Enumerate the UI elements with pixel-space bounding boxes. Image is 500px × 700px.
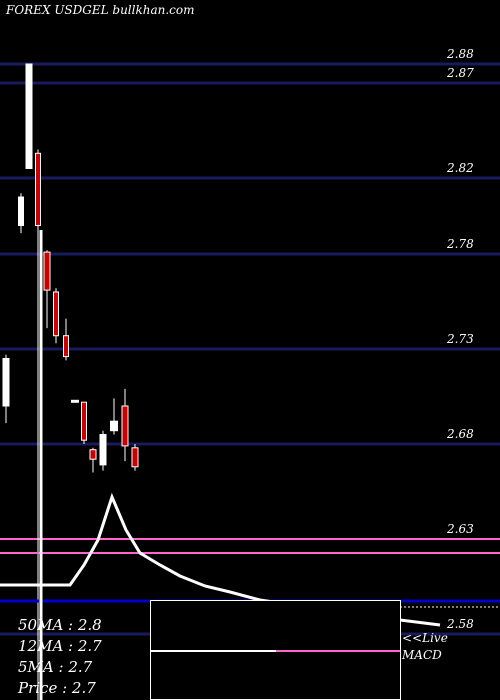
- candle-down: [81, 401, 87, 441]
- candle-up: [25, 63, 33, 169]
- ma5-value: 5MA : 2.7: [18, 658, 93, 676]
- price-value: Price : 2.7: [18, 679, 96, 697]
- y-tick-label-2.88: 2.88: [446, 47, 474, 61]
- candle-up: [110, 420, 118, 432]
- candlesticks: [2, 63, 139, 700]
- ma50-value: 50MA : 2.8: [18, 616, 102, 634]
- candle-up: [71, 399, 79, 403]
- y-tick-label-2.58: 2.58: [446, 617, 474, 631]
- macd-name-label: MACD: [402, 648, 442, 662]
- y-tick-label-2.82: 2.82: [446, 161, 474, 175]
- y-tick-label-2.87: 2.87: [446, 66, 474, 80]
- candle-down: [131, 447, 139, 468]
- macd-live-label: <<Live: [402, 631, 448, 645]
- y-axis-ticks: 2.88 2.87 2.82 2.78 2.73 2.68 2.63 2.58: [446, 47, 474, 631]
- macd-inset-box: [150, 600, 401, 700]
- candle-up: [18, 196, 24, 226]
- ma12-value: 12MA : 2.7: [18, 637, 102, 655]
- moving-average-stats: 50MA : 2.8 12MA : 2.7 5MA : 2.7 Price : …: [18, 615, 102, 699]
- candle-up: [99, 434, 107, 466]
- y-tick-label-2.63: 2.63: [446, 522, 474, 536]
- price-gridlines: [0, 62, 500, 636]
- candle-down: [53, 291, 59, 337]
- macd-inset-lines: [151, 650, 400, 652]
- candle-down: [63, 335, 69, 358]
- candle-down: [35, 152, 41, 226]
- y-tick-label-2.78: 2.78: [446, 237, 474, 251]
- candle-down: [89, 449, 97, 460]
- candle-down: [121, 405, 129, 447]
- y-tick-label-2.68: 2.68: [446, 427, 474, 441]
- candle-down: [43, 251, 51, 291]
- chart-title: FOREX USDGEL bullkhan.com: [6, 3, 195, 17]
- y-tick-label-2.73: 2.73: [446, 332, 474, 346]
- candle-up: [2, 358, 10, 407]
- macd-label: <<Live MACD: [402, 630, 448, 664]
